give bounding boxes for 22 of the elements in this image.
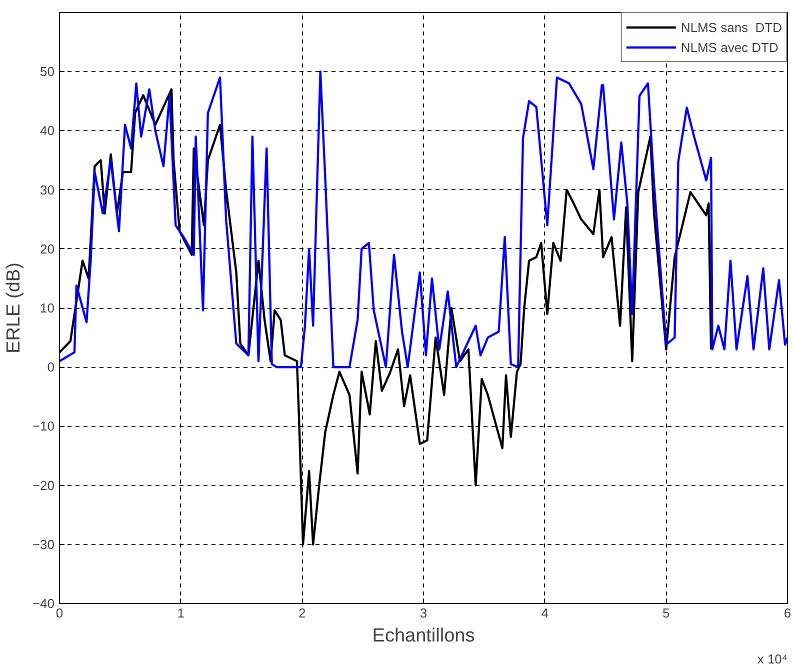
y-tick-label: 30 <box>40 182 55 198</box>
x-tick-label: 5 <box>662 606 670 620</box>
y-tick-label: −40 <box>32 596 55 611</box>
legend-label: NLMS sans DTD <box>680 20 782 34</box>
y-tick-label: −30 <box>32 536 55 552</box>
x-tick-label: 3 <box>420 606 428 620</box>
legend-label: NLMS avec DTD <box>680 40 778 54</box>
x-tick-label: 4 <box>541 606 548 620</box>
y-tick-label: 10 <box>40 300 55 316</box>
y-axis-title: ERLE (dB) <box>3 262 24 354</box>
x-tick-label: 1 <box>177 606 184 620</box>
y-tick-label: −10 <box>32 418 55 434</box>
x-axis-title: Echantillons <box>372 626 475 646</box>
y-tick-label: −20 <box>32 478 55 493</box>
y-tick-label: 20 <box>40 241 55 256</box>
text: x 10⁴ <box>757 652 788 666</box>
y-tick-label: 0 <box>47 360 55 375</box>
y-tick-label: 40 <box>40 123 55 138</box>
x-tick-label: 6 <box>784 606 792 620</box>
y-tick-label: 50 <box>40 64 55 80</box>
x-tick-label: 2 <box>298 606 306 620</box>
line-series <box>60 70 788 368</box>
